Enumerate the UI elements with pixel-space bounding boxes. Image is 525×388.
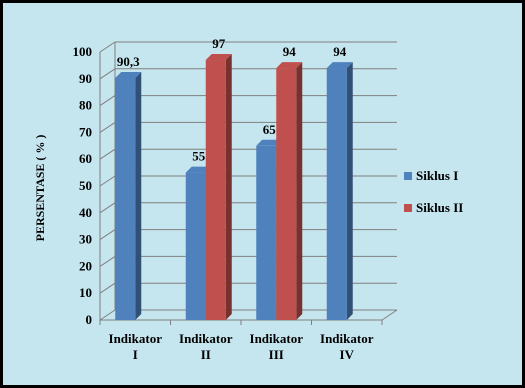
gridline-side — [99, 202, 116, 214]
bar-side — [135, 71, 142, 320]
bar-side — [225, 54, 232, 320]
gridline-side — [99, 41, 116, 53]
y-tick-label: 50 — [79, 178, 92, 193]
y-tick-label: 80 — [79, 98, 92, 113]
data-label: 94 — [283, 44, 297, 59]
bar-top — [256, 139, 283, 146]
x-tick-label: Indikator — [320, 331, 374, 346]
bar — [205, 60, 226, 320]
y-tick-label: 90 — [79, 71, 92, 86]
bar — [276, 68, 297, 320]
data-label: 65 — [263, 122, 277, 137]
gridline-side — [99, 95, 116, 107]
y-tick-label: 10 — [79, 285, 92, 300]
bar — [326, 68, 347, 320]
data-label: 97 — [212, 36, 226, 51]
bar — [115, 77, 136, 320]
x-tick-label: Indikator — [250, 331, 304, 346]
bar-top — [276, 62, 303, 69]
x-tick-label-line2: III — [269, 347, 284, 362]
y-tick-label: 60 — [79, 151, 92, 166]
gridline-side — [99, 282, 116, 294]
x-tick-label-line2: I — [133, 347, 138, 362]
bar-side — [296, 62, 303, 320]
gridline-side — [99, 175, 116, 187]
data-label: 55 — [192, 149, 206, 164]
x-tick-label-line2: IV — [340, 347, 355, 362]
bar-top — [326, 62, 353, 69]
gridline-side — [99, 229, 116, 241]
data-label: 94 — [333, 44, 347, 59]
bar — [185, 172, 206, 320]
bar-top — [205, 54, 232, 61]
gridline-side — [99, 309, 116, 321]
legend-swatch — [404, 204, 412, 212]
legend-label: Siklus II — [416, 200, 463, 215]
gridline-side — [99, 148, 116, 160]
gridline-side — [99, 121, 116, 133]
x-tick-label-line2: II — [201, 347, 211, 362]
y-axis-title: PERSENTASE ( % ) — [33, 135, 47, 242]
legend-label: Siklus I — [416, 168, 458, 183]
data-label: 90,3 — [117, 54, 140, 69]
y-tick-label: 30 — [79, 232, 92, 247]
y-tick-label: 40 — [79, 205, 92, 220]
bar-top — [115, 71, 142, 78]
bar-side — [346, 62, 353, 320]
gridline-side — [99, 68, 116, 80]
bar — [256, 145, 277, 320]
y-tick-label: 70 — [79, 124, 92, 139]
legend-swatch — [404, 172, 412, 180]
y-tick-label: 100 — [73, 44, 93, 59]
y-tick-label: 0 — [86, 312, 93, 327]
y-tick-label: 20 — [79, 258, 92, 273]
floor-right-edge — [381, 309, 398, 321]
gridline-side — [99, 255, 116, 267]
bar-top — [185, 166, 212, 173]
x-tick-label: Indikator — [179, 331, 233, 346]
x-tick-label: Indikator — [109, 331, 163, 346]
